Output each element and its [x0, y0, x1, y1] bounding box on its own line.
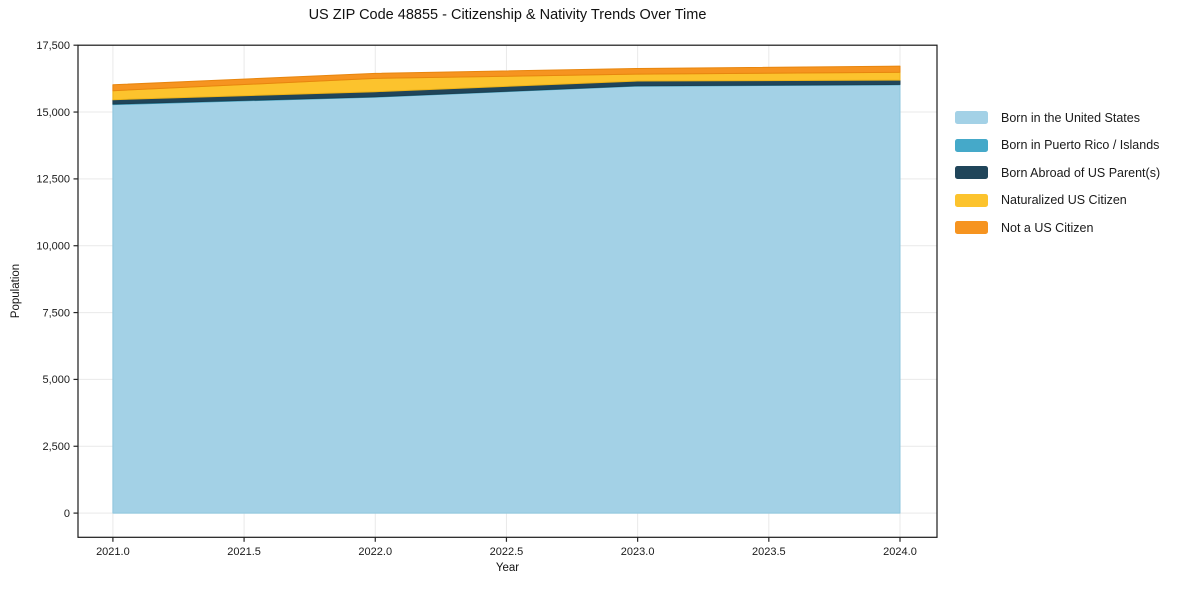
x-tick-label: 2021.5 [227, 546, 261, 558]
x-tick-label: 2022.0 [358, 546, 392, 558]
chart-title: US ZIP Code 48855 - Citizenship & Nativi… [308, 7, 707, 23]
y-tick-label: 17,500 [36, 40, 70, 52]
legend-swatch-icon [955, 193, 988, 207]
legend-swatch-icon [955, 221, 988, 235]
y-tick-label: 7,500 [42, 307, 70, 319]
legend-item-born-in-puerto-rico-islands: Born in Puerto Rico / Islands [955, 132, 1160, 160]
legend-swatch-icon [955, 166, 988, 180]
x-tick-label: 2021.0 [96, 546, 130, 558]
y-tick-label: 5,000 [42, 374, 70, 386]
legend-item-label: Not a US Citizen [1001, 220, 1094, 235]
y-tick-label: 12,500 [36, 174, 70, 186]
x-tick-label: 2022.5 [490, 546, 524, 558]
legend-item-label: Naturalized US Citizen [1001, 193, 1127, 208]
legend-item-not-a-us-citizen: Not a US Citizen [955, 214, 1160, 242]
y-axis-label: Population [10, 263, 22, 319]
y-tick-label: 2,500 [42, 441, 70, 453]
legend-item-label: Born Abroad of US Parent(s) [1001, 165, 1161, 180]
area-not-a-us-citizen [112, 65, 901, 92]
x-axis-label: Year [495, 562, 520, 574]
legend: Born in the United States Born in Puerto … [955, 104, 1160, 242]
legend-swatch-icon [955, 111, 988, 125]
y-tick-label: 0 [64, 508, 70, 520]
legend-item-label: Born in Puerto Rico / Islands [1001, 138, 1160, 153]
y-tick-label: 15,000 [36, 107, 70, 119]
y-tick-label: 10,000 [36, 241, 70, 253]
legend-item-naturalized-us-citizen: Naturalized US Citizen [955, 187, 1160, 215]
legend-item-born-abroad-of-us-parent-s: Born Abroad of US Parent(s) [955, 159, 1160, 187]
x-tick-label: 2023.5 [752, 546, 786, 558]
area-born-in-the-united-states [112, 84, 901, 514]
legend-item-born-in-the-united-states: Born in the United States [955, 104, 1160, 132]
legend-item-label: Born in the United States [1001, 110, 1140, 125]
plot-frame [77, 44, 938, 538]
x-tick-label: 2024.0 [883, 546, 917, 558]
x-tick-label: 2023.0 [621, 546, 655, 558]
legend-swatch-icon [955, 138, 988, 152]
